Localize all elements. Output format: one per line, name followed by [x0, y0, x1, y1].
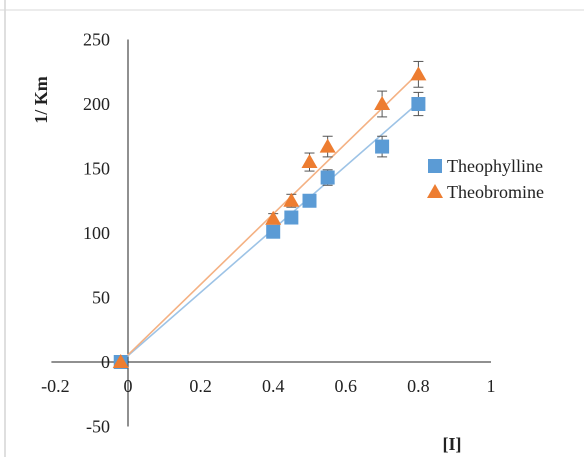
data-point [265, 210, 282, 225]
data-point [320, 170, 335, 185]
x-tick-label: 1 [487, 376, 496, 396]
data-point [112, 354, 129, 368]
x-tick-label: 0.4 [262, 376, 285, 396]
y-tick-label: 100 [83, 223, 110, 243]
x-tick-label: 0 [124, 376, 133, 396]
legend-label: Theophylline [447, 156, 543, 176]
markers [112, 66, 427, 369]
data-point [411, 97, 426, 111]
x-tick-label: -0.2 [41, 376, 70, 396]
legend-marker-square [428, 159, 442, 173]
x-axis-title: [I] [443, 434, 462, 454]
legend-marker-triangle [427, 184, 443, 198]
tick-labels: -0.2 0 0.2 0.4 0.6 0.8 1 -50 0 50 100 150 200 250 [41, 30, 495, 437]
data-point [302, 193, 317, 208]
data-point [374, 96, 391, 110]
y-tick-label: 150 [83, 159, 110, 179]
data-point [284, 210, 299, 225]
x-tick-label: 0.2 [189, 376, 212, 396]
y-tick-label: -50 [86, 417, 110, 437]
y-tick-label: 200 [83, 94, 110, 114]
data-point [375, 139, 390, 154]
y-tick-label: 0 [101, 352, 110, 372]
y-axis-title: 1/ Km [31, 76, 51, 124]
legend: Theophylline Theobromine [427, 156, 544, 202]
x-tick-label: 0.8 [407, 376, 430, 396]
data-point [283, 192, 300, 207]
data-point [301, 154, 318, 169]
data-point [410, 66, 427, 81]
error-bars [268, 60, 424, 237]
legend-label: Theobromine [447, 182, 544, 202]
x-tick-label: 0.6 [335, 376, 358, 396]
data-point [319, 138, 336, 153]
y-tick-label: 50 [92, 288, 110, 308]
data-point [266, 224, 281, 239]
y-tick-label: 250 [83, 30, 110, 50]
